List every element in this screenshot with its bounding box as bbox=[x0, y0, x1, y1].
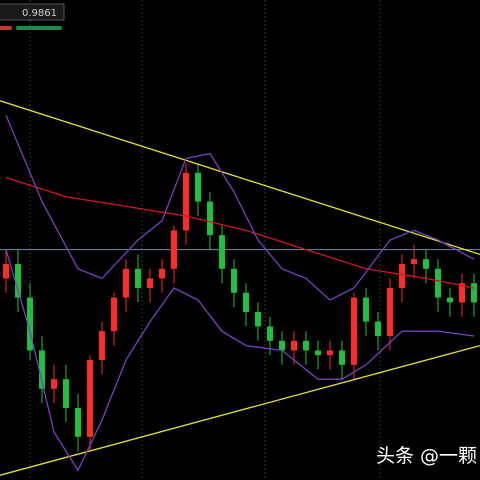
plot bbox=[0, 100, 480, 476]
candle-body bbox=[447, 297, 453, 303]
candle-body bbox=[15, 264, 21, 298]
indicator-line bbox=[5, 114, 475, 301]
candle-body bbox=[303, 340, 309, 351]
indicator-line bbox=[5, 176, 475, 289]
candle-body bbox=[219, 235, 225, 269]
candle-body bbox=[459, 283, 465, 303]
candle-body bbox=[51, 379, 57, 389]
candle-body bbox=[399, 264, 405, 288]
indicator-bar bbox=[0, 26, 12, 30]
candle-body bbox=[27, 297, 33, 351]
candle-body bbox=[111, 297, 117, 332]
indicator-line bbox=[0, 100, 480, 256]
candle-body bbox=[291, 340, 297, 351]
candle-body bbox=[3, 264, 9, 279]
candle-body bbox=[135, 268, 141, 288]
indicator-line bbox=[5, 249, 475, 472]
candle-body bbox=[375, 321, 381, 336]
header-value: 0.9861 bbox=[22, 8, 57, 19]
candle-body bbox=[75, 408, 81, 437]
candle-body bbox=[327, 350, 333, 356]
header-box bbox=[0, 3, 65, 21]
candle-body bbox=[279, 340, 285, 351]
candle-body bbox=[147, 278, 153, 288]
candle-body bbox=[87, 360, 93, 437]
candle-body bbox=[423, 259, 429, 269]
indicator-line bbox=[0, 344, 480, 476]
candle-body bbox=[339, 350, 345, 365]
candle-body bbox=[255, 312, 261, 327]
candle-body bbox=[411, 259, 417, 264]
candle-body bbox=[39, 350, 45, 389]
candle-body bbox=[99, 331, 105, 360]
candle-body bbox=[195, 172, 201, 202]
candle-body bbox=[387, 288, 393, 336]
candle-body bbox=[231, 268, 237, 293]
candle-body bbox=[159, 268, 165, 279]
watermark: 头条 @一颗 bbox=[376, 445, 477, 467]
candle-body bbox=[183, 172, 189, 231]
indicator-bar bbox=[16, 26, 62, 30]
candle-body bbox=[351, 297, 357, 365]
candle-body bbox=[207, 201, 213, 236]
candle-body bbox=[243, 292, 249, 312]
candle-body bbox=[171, 230, 177, 269]
candle-body bbox=[435, 268, 441, 298]
candle-body bbox=[63, 379, 69, 408]
candle-body bbox=[267, 326, 273, 341]
candle-body bbox=[363, 297, 369, 322]
candle-body bbox=[315, 350, 321, 356]
candle-body bbox=[123, 268, 129, 298]
candle-body bbox=[471, 283, 477, 303]
